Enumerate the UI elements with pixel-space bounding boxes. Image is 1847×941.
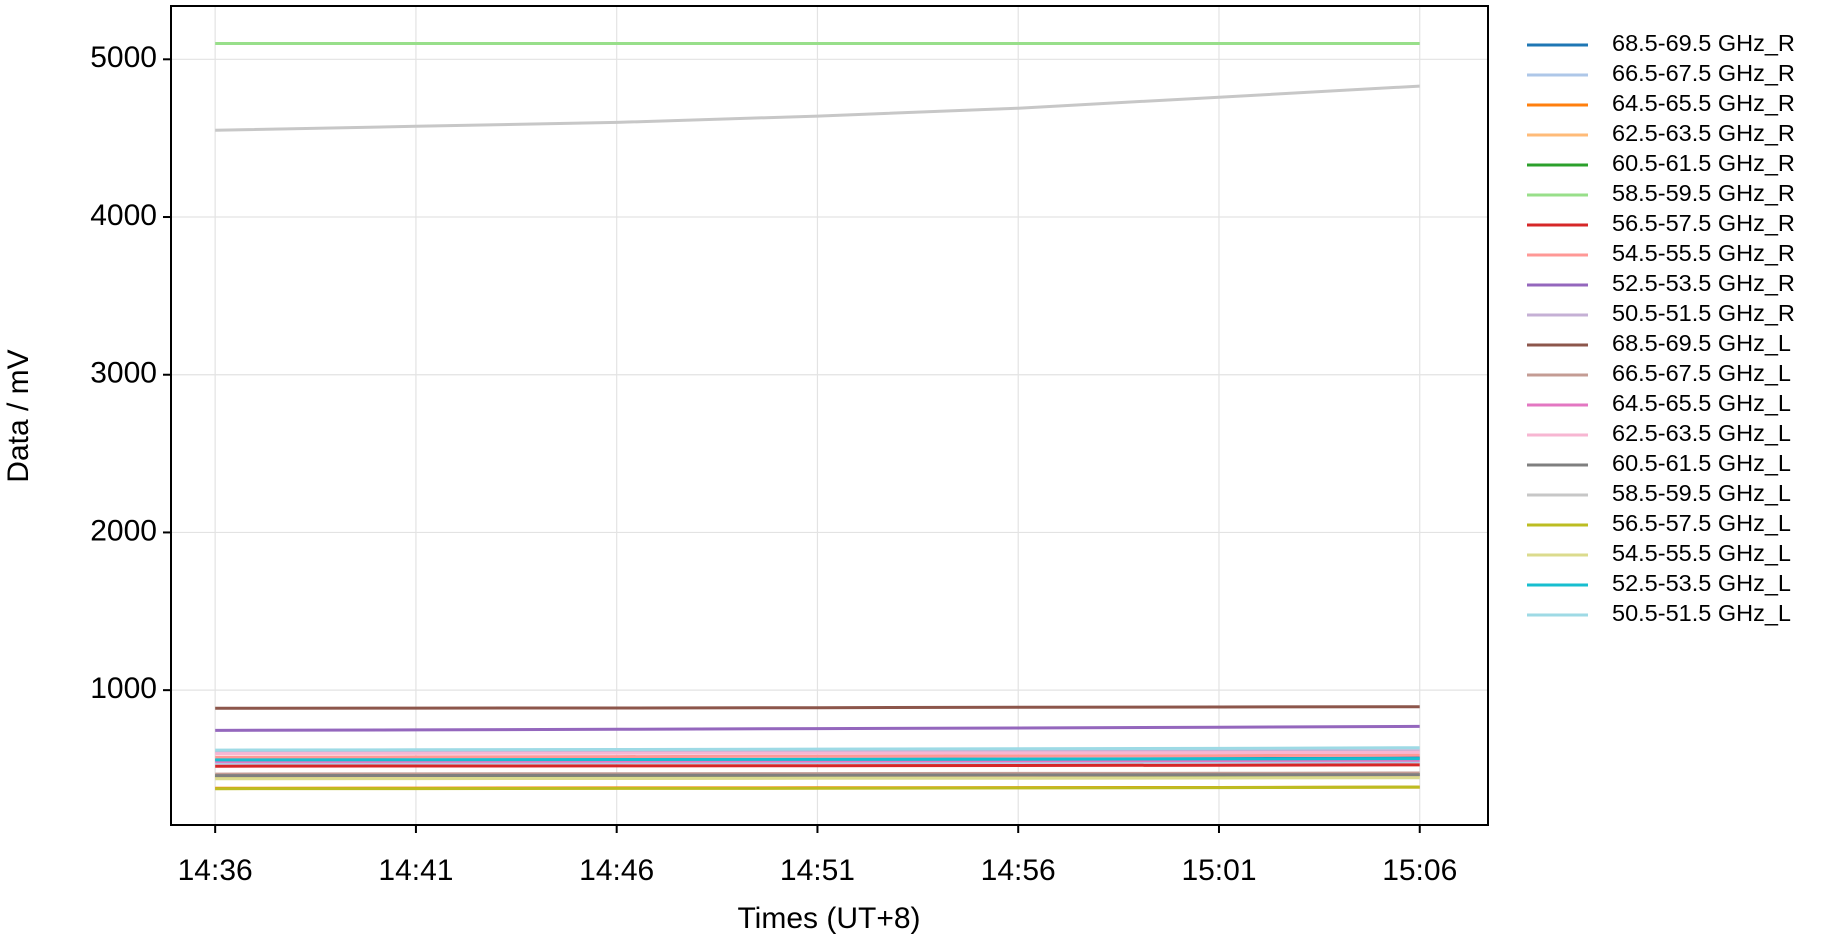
series-line <box>215 753 1420 759</box>
x-tick-label: 15:01 <box>1181 854 1256 887</box>
series-line <box>215 746 1420 752</box>
legend-label: 52.5-53.5 GHz_R <box>1612 270 1795 296</box>
x-tick-label: 14:36 <box>178 854 253 887</box>
series-line <box>215 705 1420 710</box>
legend-label: 56.5-57.5 GHz_L <box>1612 510 1791 536</box>
legend-label: 62.5-63.5 GHz_L <box>1612 420 1791 446</box>
x-tick-label: 14:41 <box>378 854 453 887</box>
y-axis-label: Data / mV <box>2 349 35 482</box>
legend-label: 56.5-57.5 GHz_R <box>1612 210 1795 236</box>
y-tick-label: 3000 <box>90 357 157 390</box>
legend-label: 64.5-65.5 GHz_L <box>1612 390 1791 416</box>
legend-label: 68.5-69.5 GHz_R <box>1612 30 1795 56</box>
legend-label: 58.5-59.5 GHz_L <box>1612 480 1791 506</box>
series-line <box>215 763 1420 768</box>
series-line <box>215 750 1420 756</box>
y-tick-label: 4000 <box>90 199 157 232</box>
x-axis-label: Times (UT+8) <box>737 902 920 935</box>
x-tick-label: 15:06 <box>1382 854 1457 887</box>
series-line <box>215 785 1420 791</box>
legend-label: 60.5-61.5 GHz_L <box>1612 450 1791 476</box>
series-line <box>215 724 1420 732</box>
legend-label: 64.5-65.5 GHz_R <box>1612 90 1795 116</box>
y-tick-label: 2000 <box>90 514 157 547</box>
legend-label: 66.5-67.5 GHz_R <box>1612 60 1795 86</box>
series-line <box>215 757 1420 762</box>
y-tick-label: 1000 <box>90 672 157 705</box>
series-line <box>215 749 1420 754</box>
legend-label: 52.5-53.5 GHz_L <box>1612 570 1791 596</box>
legend-label: 50.5-51.5 GHz_L <box>1612 600 1791 626</box>
x-tick-label: 14:56 <box>981 854 1056 887</box>
series-line <box>215 773 1420 778</box>
x-tick-label: 14:46 <box>579 854 654 887</box>
legend-label: 54.5-55.5 GHz_L <box>1612 540 1791 566</box>
legend-label: 60.5-61.5 GHz_R <box>1612 150 1795 176</box>
plot-frame <box>170 5 1489 826</box>
legend-label: 62.5-63.5 GHz_R <box>1612 120 1795 146</box>
series-line <box>215 758 1420 763</box>
x-tick-label: 14:51 <box>780 854 855 887</box>
series-line <box>215 84 1420 132</box>
legend-label: 66.5-67.5 GHz_L <box>1612 360 1791 386</box>
legend-label: 68.5-69.5 GHz_L <box>1612 330 1791 356</box>
series-line <box>215 776 1420 781</box>
legend-label: 54.5-55.5 GHz_R <box>1612 240 1795 266</box>
legend-label: 50.5-51.5 GHz_R <box>1612 300 1795 326</box>
y-tick-label: 5000 <box>90 41 157 74</box>
legend-label: 58.5-59.5 GHz_R <box>1612 180 1795 206</box>
